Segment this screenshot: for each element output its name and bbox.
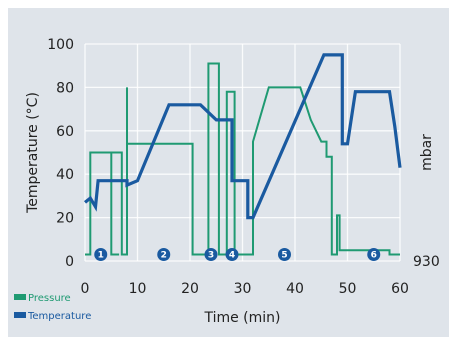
series-line-pressure bbox=[85, 62, 400, 256]
legend-swatch-temperature bbox=[14, 312, 26, 318]
legend-label-pressure: Pressure bbox=[28, 293, 71, 304]
x-axis-label: Time (min) bbox=[203, 310, 280, 326]
tick-labels: 0 10 20 30 40 50 60 0 20 40 60 80 100 bbox=[47, 37, 409, 297]
x-tick-label: 20 bbox=[181, 281, 199, 297]
series-layer bbox=[83, 53, 402, 256]
x-tick-label: 60 bbox=[391, 281, 409, 297]
y2-tick-label: 930 bbox=[413, 254, 440, 270]
plot-background bbox=[8, 8, 449, 337]
grid-lines bbox=[84, 43, 401, 262]
x-tick-label: 50 bbox=[339, 281, 357, 297]
x-tick-label: 40 bbox=[286, 281, 304, 297]
legend-swatch-pressure bbox=[14, 294, 26, 300]
phase-markers: 1 2 3 4 5 6 bbox=[94, 247, 381, 261]
phase-marker-label: 1 bbox=[98, 251, 104, 261]
x-tick-label: 0 bbox=[81, 281, 90, 297]
phase-marker-4 bbox=[225, 247, 239, 261]
phase-marker-label: 2 bbox=[161, 251, 167, 261]
phase-marker-label: 5 bbox=[281, 251, 287, 261]
x-tick-label: 30 bbox=[234, 281, 252, 297]
y-tick-label: 40 bbox=[56, 167, 74, 183]
y-axis-label: Temperature (°C) bbox=[25, 92, 41, 214]
legend-label-temperature: Temperature bbox=[27, 311, 91, 322]
y-tick-label: 0 bbox=[65, 254, 74, 270]
series-line-temperature bbox=[83, 53, 402, 220]
y-tick-label: 60 bbox=[56, 124, 74, 140]
phase-marker-label: 6 bbox=[371, 251, 377, 261]
phase-marker-label: 3 bbox=[208, 251, 214, 261]
y2-axis-label: mbar bbox=[419, 134, 435, 171]
phase-marker-1 bbox=[94, 247, 108, 261]
y-tick-label: 20 bbox=[56, 211, 74, 227]
phase-marker-2 bbox=[157, 247, 171, 261]
y-tick-label: 80 bbox=[56, 80, 74, 96]
phase-marker-6 bbox=[367, 247, 381, 261]
y-tick-label: 100 bbox=[47, 37, 74, 53]
phase-marker-label: 4 bbox=[229, 251, 235, 261]
legend: Pressure Temperature bbox=[14, 293, 91, 322]
phase-marker-3 bbox=[204, 247, 218, 261]
phase-marker-5 bbox=[278, 247, 291, 261]
x-tick-label: 10 bbox=[129, 281, 147, 297]
